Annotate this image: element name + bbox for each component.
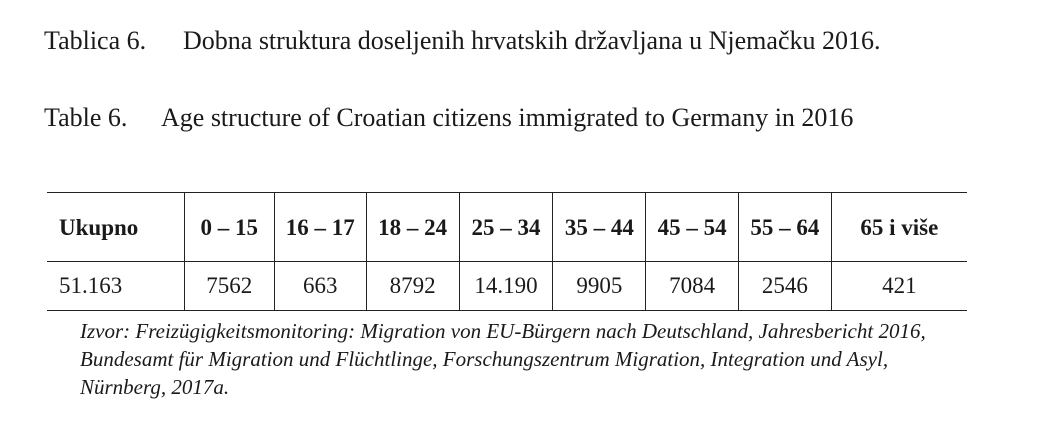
cell-age-35-44: 9905 [552, 261, 646, 311]
table-caption-english: Table 6. Age structure of Croatian citiz… [44, 102, 921, 133]
caption-label: Tablica 6. [44, 26, 147, 55]
cell-age-45-54: 7084 [645, 261, 739, 311]
caption-text: Age structure of Croatian citizens immig… [161, 103, 854, 132]
age-structure-table: Ukupno 0 – 15 16 – 17 18 – 24 25 – 34 35… [47, 192, 967, 311]
caption-text: Dobna struktura doseljenih hrvatskih drž… [183, 26, 881, 55]
header-age-65-plus: 65 i više [830, 192, 967, 262]
cell-age-16-17: 663 [273, 261, 367, 311]
cell-total: 51.163 [59, 273, 123, 298]
header-age-35-44: 35 – 44 [552, 192, 646, 262]
table-caption-croatian: Tablica 6. Dobna struktura doseljenih hr… [44, 25, 943, 56]
table-row: 51.163 7562 663 8792 14.190 9905 7084 25… [47, 261, 967, 311]
cell-age-0-15: 7562 [183, 261, 275, 311]
header-age-0-15: 0 – 15 [183, 192, 275, 262]
header-age-25-34: 25 – 34 [458, 192, 553, 262]
header-age-18-24: 18 – 24 [365, 192, 460, 262]
header-age-55-64: 55 – 64 [737, 192, 832, 262]
caption-label: Table 6. [44, 103, 128, 132]
cell-age-55-64: 2546 [737, 261, 832, 311]
header-age-16-17: 16 – 17 [273, 192, 367, 262]
header-total: Ukupno [59, 214, 139, 240]
source-note: Izvor: Freizügigkeitsmonitoring: Migrati… [80, 319, 926, 399]
cell-age-65-plus: 421 [830, 261, 967, 311]
header-age-45-54: 45 – 54 [645, 192, 739, 262]
cell-age-25-34: 14.190 [458, 261, 553, 311]
table-header-row: Ukupno 0 – 15 16 – 17 18 – 24 25 – 34 35… [47, 192, 967, 262]
cell-age-18-24: 8792 [365, 261, 460, 311]
